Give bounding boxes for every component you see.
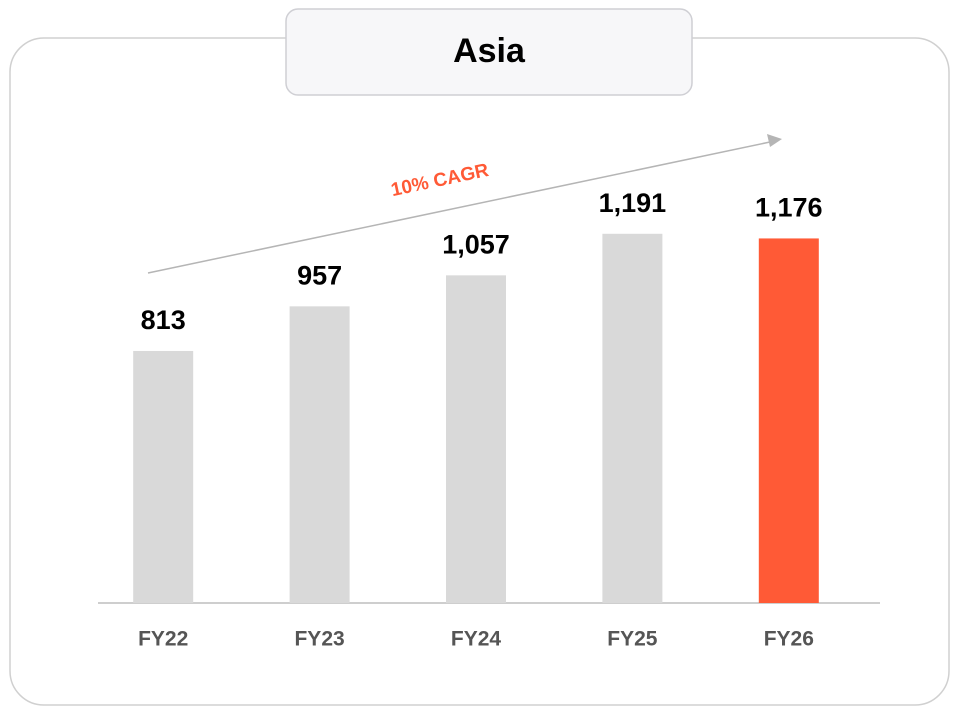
chart-title: Asia bbox=[453, 32, 526, 70]
x-tick-label: FY24 bbox=[451, 628, 502, 651]
value-label: 957 bbox=[297, 260, 342, 290]
x-tick-label: FY22 bbox=[138, 628, 188, 651]
value-label: 1,057 bbox=[442, 229, 510, 259]
value-label: 1,191 bbox=[599, 188, 667, 218]
x-tick-label: FY26 bbox=[764, 628, 814, 651]
cagr-arrow bbox=[147, 141, 771, 274]
value-label: 813 bbox=[141, 305, 186, 335]
bar bbox=[602, 233, 663, 604]
bar bbox=[446, 275, 506, 603]
x-tick-label: FY23 bbox=[294, 628, 344, 651]
bar bbox=[289, 306, 350, 603]
bar bbox=[758, 238, 819, 603]
value-label: 1,176 bbox=[755, 193, 823, 223]
x-tick-label: FY25 bbox=[607, 628, 658, 651]
title-box bbox=[285, 8, 693, 96]
arrow-head bbox=[767, 134, 782, 147]
bar bbox=[133, 350, 194, 603]
